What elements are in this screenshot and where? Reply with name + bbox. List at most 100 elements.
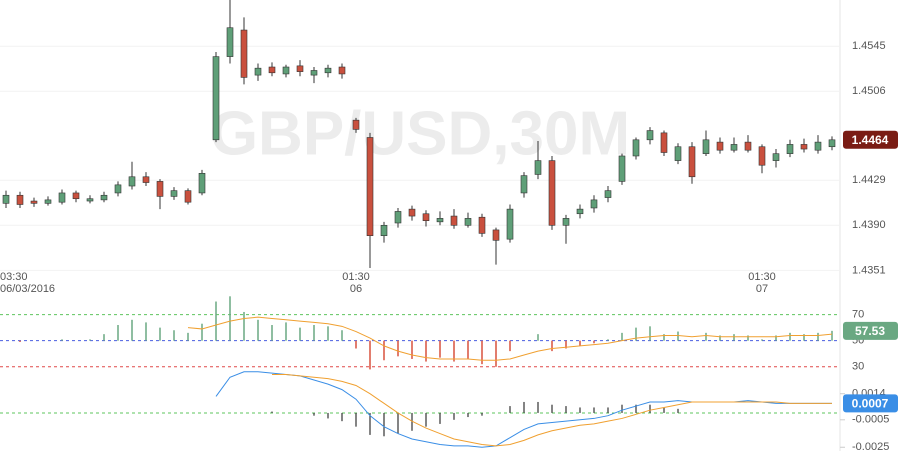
candle-body: [576, 208, 584, 215]
candle-body: [240, 29, 248, 78]
rsi-signal-line: [187, 316, 833, 361]
candle-body: [814, 141, 822, 151]
candle-body: [366, 137, 374, 236]
rsi-bar: [439, 340, 441, 358]
macd-histogram-bar: [621, 404, 623, 413]
last-value-tag: [843, 321, 898, 340]
macd-histogram-bar: [425, 412, 427, 427]
candle-body: [268, 66, 276, 74]
rsi-bar: [775, 335, 777, 341]
rsi-bar: [257, 319, 259, 341]
rsi-bar: [159, 327, 161, 341]
rsi-bar: [299, 327, 301, 341]
y-tick-label: -0.0025: [852, 441, 889, 451]
candle-body: [352, 119, 360, 130]
rsi-bar: [313, 325, 315, 341]
rsi-bar: [369, 340, 371, 370]
candle-body: [618, 155, 626, 182]
candle-body: [674, 146, 682, 161]
candle-body: [422, 213, 430, 221]
rsi-bar: [817, 332, 819, 341]
macd-histogram-bar: [355, 412, 357, 427]
last-value-label: 0.0007: [852, 397, 889, 411]
candle-body: [590, 199, 598, 209]
candle-body: [450, 215, 458, 226]
rsi-bar: [649, 326, 651, 341]
x-date-label: 07: [756, 283, 768, 295]
candle-body: [744, 141, 752, 151]
rsi-bar: [383, 340, 385, 361]
candle-body: [394, 211, 402, 224]
rsi-bar: [761, 339, 763, 341]
x-tick-label: 01:30: [748, 271, 776, 283]
rsi-bar: [131, 319, 133, 341]
rsi-bar: [243, 311, 245, 341]
candle-body: [716, 141, 724, 151]
candle-body: [254, 67, 262, 76]
last-value-label: 57.53: [855, 324, 885, 338]
candle-body: [534, 160, 542, 175]
candle-body: [604, 190, 612, 198]
rsi-bar: [719, 335, 721, 341]
rsi-bar: [271, 325, 273, 341]
rsi-bar: [551, 340, 553, 352]
rsi-bar: [411, 340, 413, 359]
x-date-label: 06: [350, 283, 362, 295]
macd-histogram-bar: [523, 401, 525, 413]
macd-histogram-bar: [439, 412, 441, 424]
macd-histogram-bar: [313, 412, 315, 416]
macd-histogram-bar: [341, 412, 343, 422]
rsi-bar: [705, 332, 707, 341]
candle-body: [114, 184, 122, 194]
macd-histogram-bar: [551, 404, 553, 413]
macd-histogram-bar: [271, 411, 273, 413]
candle-body: [688, 146, 696, 178]
x-date-label: 06/03/2016: [0, 283, 55, 295]
rsi-bar: [229, 296, 231, 341]
y-tick-label: -0.0005: [852, 414, 889, 426]
rsi-bar: [635, 327, 637, 341]
candle-body: [282, 66, 290, 75]
candle-body: [380, 224, 388, 236]
candle-body: [310, 70, 318, 76]
rsi-bar: [341, 330, 343, 341]
candle-body: [44, 199, 52, 204]
macd-histogram-bar: [509, 406, 511, 413]
rsi-bar: [117, 325, 119, 341]
macd-histogram-bar: [411, 412, 413, 431]
rsi-bar: [453, 340, 455, 362]
rsi-bar: [733, 334, 735, 341]
macd-histogram-bar: [397, 412, 399, 434]
rsi-bar: [173, 330, 175, 341]
macd-histogram-bar: [663, 407, 665, 413]
rsi-bar: [145, 322, 147, 341]
candle-body: [142, 176, 150, 183]
candle-body: [58, 192, 66, 203]
candle-body: [506, 208, 514, 240]
candle-body: [16, 194, 24, 205]
candle-body: [786, 144, 794, 154]
macd-histogram-bar: [579, 407, 581, 413]
rsi-bar: [789, 332, 791, 341]
candle-body: [324, 67, 332, 74]
macd-histogram-bar: [677, 408, 679, 413]
rsi-bar: [425, 340, 427, 362]
macd-histogram-bar: [607, 407, 609, 413]
y-tick-label: 1.4351: [852, 264, 886, 276]
candle-body: [800, 144, 808, 150]
candle-body: [772, 153, 780, 161]
candle-body: [660, 132, 668, 153]
macd-signal-line: [272, 374, 832, 447]
candle-body: [184, 190, 192, 203]
macd-histogram-bar: [593, 407, 595, 413]
rsi-bar: [103, 334, 105, 341]
candle-body: [72, 192, 80, 200]
rsi-bar: [355, 340, 357, 349]
rsi-bar: [89, 339, 91, 341]
rsi-bar: [565, 340, 567, 349]
candle-body: [2, 194, 10, 204]
candle-body: [730, 144, 738, 151]
watermark-title: GBP/USD,30M: [210, 99, 630, 168]
candle-body: [198, 173, 206, 194]
rsi-bar: [663, 334, 665, 341]
